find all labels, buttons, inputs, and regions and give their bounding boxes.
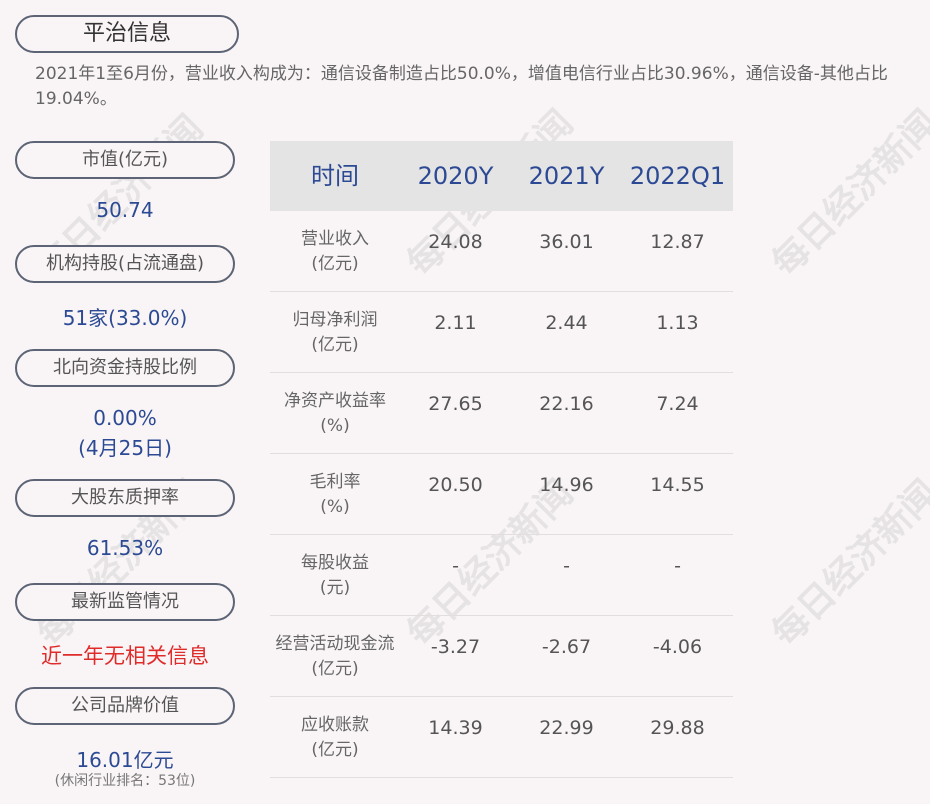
pledge-value: 61.53% (86, 536, 164, 560)
cell-value: 2.11 (434, 312, 477, 334)
brand-label: 公司品牌价值 (15, 687, 235, 725)
revenue-description: 2021年1至6月份，营业收入构成为：通信设备制造占比50.0%，增值电信行业占… (35, 64, 888, 109)
row-label-main: 经营活动现金流 (275, 634, 395, 654)
watermark: 每日经济新闻 (764, 472, 930, 655)
institutions-label: 机构持股(占流通盘) (15, 245, 235, 283)
row-label-main: 毛利率 (309, 472, 361, 492)
cell-value: - (452, 555, 459, 577)
row-label-unit: (元) (319, 578, 351, 598)
cell-value: -2.67 (541, 636, 592, 658)
brand-value: 16.01亿元 (76, 748, 174, 772)
table-row: 归母净利润 (亿元) 2.11 2.44 1.13 (270, 292, 733, 373)
company-title: 平治信息 (15, 15, 239, 53)
row-label-unit: (亿元) (311, 335, 359, 355)
table-header: 时间 2020Y 2021Y 2022Q1 (270, 141, 733, 211)
cell-value: - (563, 555, 570, 577)
northbound-date: (4月25日) (78, 436, 172, 460)
row-label-main: 每股收益 (301, 553, 369, 573)
cell-value: 7.24 (656, 393, 699, 415)
row-label: 净资产收益率 (%) (270, 389, 400, 439)
table-row: 净资产收益率 (%) 27.65 22.16 7.24 (270, 373, 733, 454)
cell-value: 14.96 (539, 474, 594, 496)
row-label-unit: (亿元) (311, 254, 359, 274)
cell-value: 36.01 (539, 231, 594, 253)
cell-value: 27.65 (428, 393, 483, 415)
cell-value: 1.13 (656, 312, 699, 334)
row-label-unit: (亿元) (311, 740, 359, 760)
regulation-value: 近一年无相关信息 (41, 644, 209, 668)
table-row: 应收账款 (亿元) 14.39 22.99 29.88 (270, 697, 733, 778)
row-label: 每股收益 (元) (270, 551, 400, 601)
market-cap-value: 50.74 (96, 198, 154, 222)
header-2021: 2021Y (528, 162, 605, 190)
table-row: 每股收益 (元) - - - (270, 535, 733, 616)
header-2022q1: 2022Q1 (629, 162, 726, 190)
row-label-main: 归母净利润 (292, 310, 378, 330)
table-row: 经营活动现金流 (亿元) -3.27 -2.67 -4.06 (270, 616, 733, 697)
header-2020: 2020Y (417, 162, 494, 190)
header-time: 时间 (311, 162, 359, 190)
northbound-value: 0.00% (93, 406, 157, 430)
cell-value: 24.08 (428, 231, 483, 253)
cell-value: 22.99 (539, 717, 594, 739)
table-row: 营业收入 (亿元) 24.08 36.01 12.87 (270, 211, 733, 292)
cell-value: 12.87 (650, 231, 705, 253)
cell-value: 2.44 (545, 312, 588, 334)
cell-value: 22.16 (539, 393, 594, 415)
cell-value: 20.50 (428, 474, 483, 496)
cell-value: 14.39 (428, 717, 483, 739)
institutions-value: 51家(33.0%) (62, 306, 188, 330)
cell-value: -3.27 (430, 636, 481, 658)
cell-value: - (674, 555, 681, 577)
row-label-unit: (%) (320, 497, 350, 517)
row-label: 经营活动现金流 (亿元) (270, 632, 400, 682)
row-label-main: 营业收入 (301, 229, 369, 249)
northbound-label: 北向资金持股比例 (15, 349, 235, 387)
table-row: 毛利率 (%) 20.50 14.96 14.55 (270, 454, 733, 535)
row-label-main: 应收账款 (301, 715, 369, 735)
watermark: 每日经济新闻 (764, 102, 930, 285)
row-label-unit: (亿元) (311, 659, 359, 679)
row-label-unit: (%) (320, 416, 350, 436)
row-label: 毛利率 (%) (270, 470, 400, 520)
cell-value: -4.06 (652, 636, 703, 658)
financial-table: 时间 2020Y 2021Y 2022Q1 营业收入 (亿元) 24.08 36.01… (270, 141, 733, 778)
row-label: 应收账款 (亿元) (270, 713, 400, 763)
row-label: 归母净利润 (亿元) (270, 308, 400, 358)
row-label-main: 净资产收益率 (284, 391, 386, 411)
brand-rank-note: (休闲行业排名：53位) (54, 773, 196, 789)
row-label: 营业收入 (亿元) (270, 227, 400, 277)
cell-value: 29.88 (650, 717, 705, 739)
cell-value: 14.55 (650, 474, 705, 496)
market-cap-label: 市值(亿元) (15, 141, 235, 179)
pledge-label: 大股东质押率 (15, 479, 235, 517)
regulation-label: 最新监管情况 (15, 583, 235, 621)
